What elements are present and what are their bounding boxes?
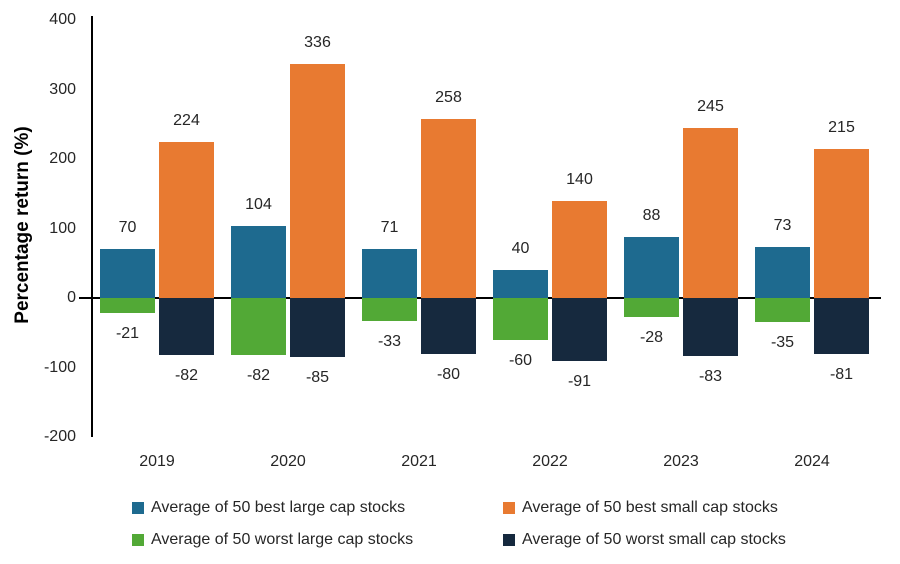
bar-value-label: -83 (698, 367, 723, 385)
legend-label: Average of 50 worst small cap stocks (522, 531, 786, 548)
y-tick-label: 0 (67, 289, 76, 306)
bar (362, 248, 417, 298)
bar-value-label: 40 (511, 240, 530, 258)
bar-value-label: -21 (115, 324, 140, 342)
bar-value-label: -82 (246, 366, 271, 384)
bar (814, 298, 869, 355)
bar (362, 298, 417, 321)
bar-value-label: 71 (380, 218, 399, 236)
bar-value-label: 224 (173, 112, 200, 130)
bar (683, 127, 738, 298)
y-tick-label: -100 (43, 358, 76, 376)
bar-value-label: -91 (567, 373, 592, 391)
x-tick-label: 2020 (270, 453, 306, 470)
legend-swatch-icon (132, 534, 144, 546)
y-tick-label: 200 (49, 150, 76, 167)
legend-label: Average of 50 best large cap stocks (151, 499, 406, 516)
bar-value-label: 73 (773, 217, 792, 235)
bar (755, 298, 810, 323)
bar (159, 298, 214, 355)
x-axis-zero-line (79, 297, 881, 299)
legend-swatch-icon (132, 502, 144, 514)
bar (814, 148, 869, 298)
bar (624, 298, 679, 318)
legend-label: Average of 50 worst large cap stocks (151, 531, 414, 548)
bar (290, 298, 345, 358)
bar (493, 270, 548, 298)
bar (493, 298, 548, 340)
x-tick-label: 2024 (794, 453, 830, 470)
legend-swatch-icon (503, 502, 515, 514)
legend-swatch-icon (503, 534, 515, 546)
bar (231, 225, 286, 298)
bar-value-label: 140 (566, 170, 593, 188)
x-tick-label: 2021 (401, 453, 437, 470)
bar-value-label: -60 (508, 351, 533, 369)
bar-value-label: 215 (828, 118, 855, 136)
y-tick-label: -200 (43, 428, 76, 445)
bar (159, 142, 214, 298)
bar-value-label: -80 (436, 365, 461, 383)
x-tick-label: 2022 (532, 453, 568, 470)
y-axis-line (91, 16, 93, 437)
bar (552, 200, 607, 298)
bar-value-label: -82 (174, 366, 199, 384)
bar (421, 118, 476, 298)
bar (290, 64, 345, 298)
bar (100, 249, 155, 298)
x-tick-label: 2019 (139, 453, 175, 470)
bar (624, 236, 679, 298)
x-tick-label: 2023 (663, 453, 699, 470)
bar (755, 247, 810, 298)
legend-label: Average of 50 best small cap stocks (522, 499, 778, 516)
bar-value-label: -35 (770, 334, 795, 352)
y-tick-label: 100 (49, 219, 76, 237)
bar-value-label: -33 (377, 332, 402, 350)
bar-value-label: 258 (435, 88, 462, 106)
bar-value-label: 104 (245, 195, 272, 213)
bar-value-label: 245 (697, 97, 724, 115)
bar (100, 298, 155, 313)
legend-item: Average of 50 worst small cap stocks (503, 531, 786, 548)
bar-value-label: 70 (118, 219, 137, 237)
legend-item: Average of 50 worst large cap stocks (132, 531, 414, 548)
bar (683, 298, 738, 356)
bar (552, 298, 607, 362)
y-tick-label: 400 (49, 11, 76, 28)
y-tick-label: 300 (49, 80, 76, 98)
bar-value-label: 88 (642, 206, 661, 224)
bar (421, 298, 476, 354)
bar (231, 298, 286, 355)
bar-value-label: -28 (639, 329, 664, 347)
legend-item: Average of 50 best large cap stocks (132, 499, 406, 516)
legend-item: Average of 50 best small cap stocks (503, 499, 778, 516)
bar-value-label: -85 (305, 369, 330, 387)
bar-value-label: 336 (304, 34, 331, 52)
bar-value-label: -81 (829, 366, 854, 384)
